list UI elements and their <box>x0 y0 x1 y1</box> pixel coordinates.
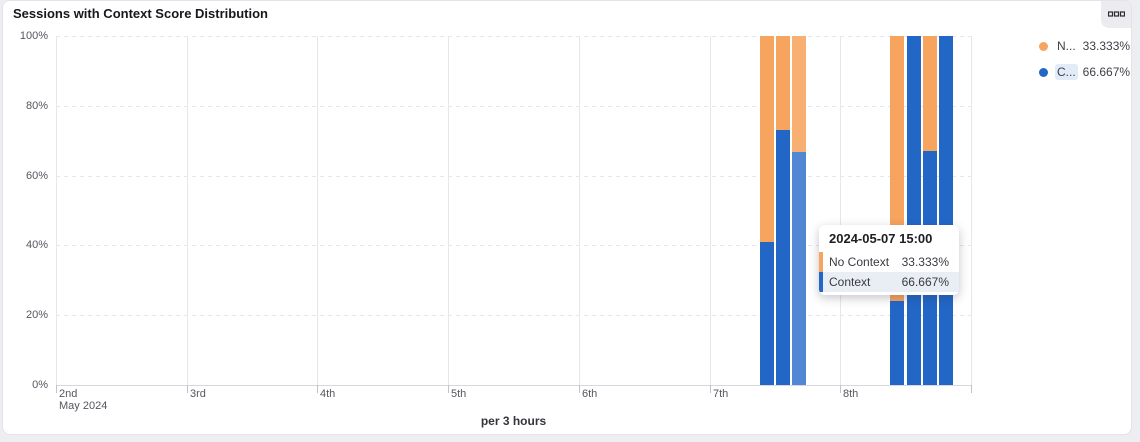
x-axis-label: 7th <box>713 388 729 400</box>
chart-menu-button[interactable] <box>1101 1 1131 28</box>
legend-item-context[interactable]: C... 66.667% <box>1039 64 1130 80</box>
y-gridline <box>56 315 971 316</box>
x-gridline <box>187 36 188 385</box>
tooltip-row: No Context 33.333% <box>819 252 959 272</box>
chart-card: Sessions with Context Score Distribution… <box>2 0 1132 435</box>
legend-swatch-icon <box>1039 67 1048 77</box>
stacked-bar[interactable] <box>907 36 921 385</box>
x-axis-tick <box>317 385 318 393</box>
bar-segment-context[interactable] <box>907 36 921 385</box>
x-axis-label: 3rd <box>190 388 206 400</box>
x-gridline <box>971 36 972 385</box>
legend-label: C... <box>1055 64 1078 80</box>
legend-item-no-context[interactable]: N... 33.333% <box>1039 38 1130 54</box>
data-grid-icon <box>1107 11 1125 18</box>
tooltip-series-value: 66.667% <box>901 275 949 289</box>
x-axis-tick <box>579 385 580 393</box>
stacked-bar[interactable] <box>792 36 806 385</box>
x-axis-title: per 3 hours <box>480 414 547 428</box>
legend-swatch-icon <box>1039 41 1048 51</box>
y-axis-label: 100% <box>19 30 48 42</box>
tooltip-series-swatch <box>819 252 823 272</box>
x-axis-tick <box>56 385 57 393</box>
plot-area: May 2024 0% 20% 40% 60% 80% 100% 2nd 3rd 4th 5th 6… <box>20 30 972 412</box>
x-axis-label: 6th <box>582 388 598 400</box>
legend-value: 66.667% <box>1082 65 1131 79</box>
y-gridline <box>56 36 971 37</box>
x-axis-label: 2nd <box>59 388 78 400</box>
stacked-bar[interactable] <box>939 36 953 385</box>
tooltip-series-label: No Context <box>829 255 890 269</box>
stacked-bar[interactable] <box>776 36 790 385</box>
bar-segment-no-context[interactable] <box>923 36 937 152</box>
x-gridline <box>317 36 318 385</box>
legend-label: N... <box>1057 39 1076 53</box>
y-axis-label: 40% <box>25 239 48 251</box>
x-gridline <box>579 36 580 385</box>
x-gridline <box>448 36 449 385</box>
x-gridline <box>840 36 841 385</box>
legend: N... 33.333% C... 66.667% <box>1039 38 1130 90</box>
tooltip-title: 2024-05-07 15:00 <box>829 231 933 246</box>
x-axis-tick <box>448 385 449 393</box>
bar-segment-context[interactable] <box>776 130 790 385</box>
tooltip-rows: No Context 33.333% Context 66.667% <box>819 252 959 292</box>
bar-segment-no-context[interactable] <box>792 36 806 153</box>
y-axis-label: 80% <box>25 100 48 112</box>
x-axis-tick <box>187 385 188 393</box>
x-axis-label: 8th <box>843 388 859 400</box>
bar-segment-no-context[interactable] <box>760 36 774 242</box>
tooltip: 2024-05-07 15:00 No Context 33.333% Contex… <box>819 225 959 295</box>
y-axis-label: 0% <box>32 379 48 391</box>
x-axis-label: 4th <box>320 388 336 400</box>
bar-segment-context[interactable] <box>890 301 904 385</box>
x-axis-month-label: May 2024 <box>59 400 108 412</box>
bar-segment-context[interactable] <box>792 152 806 385</box>
x-axis-label: 5th <box>451 388 467 400</box>
y-gridline <box>56 176 971 177</box>
tooltip-series-value: 33.333% <box>901 255 949 269</box>
y-gridline <box>56 245 971 246</box>
chart-title: Sessions with Context Score Distribution <box>13 6 268 21</box>
y-axis-label: 20% <box>25 309 48 321</box>
x-axis-tick <box>710 385 711 393</box>
y-gridline <box>56 106 971 107</box>
bar-segment-context[interactable] <box>939 36 953 385</box>
stacked-bar[interactable] <box>890 36 904 385</box>
stacked-bar[interactable] <box>760 36 774 385</box>
bar-segment-no-context[interactable] <box>776 36 790 131</box>
tooltip-row: Context 66.667% <box>819 272 959 292</box>
tooltip-series-swatch <box>819 272 823 292</box>
legend-value: 33.333% <box>1082 39 1131 53</box>
bar-segment-context[interactable] <box>760 241 774 385</box>
stacked-bar[interactable] <box>923 36 937 385</box>
x-axis-tick <box>971 385 972 393</box>
x-axis-tick <box>840 385 841 393</box>
x-gridline <box>710 36 711 385</box>
x-gridline <box>56 36 57 385</box>
tooltip-series-label: Context <box>829 275 871 289</box>
y-axis-label: 60% <box>25 170 48 182</box>
